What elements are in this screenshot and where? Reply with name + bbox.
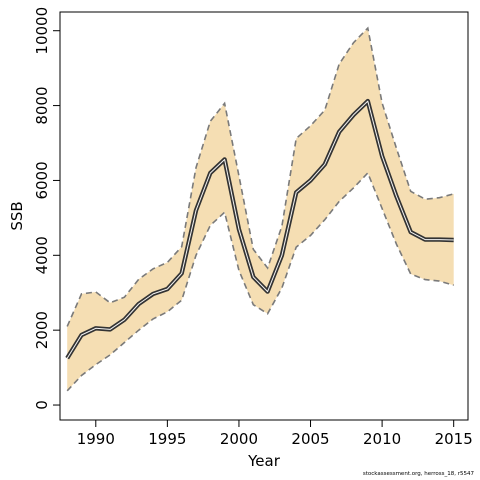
x-tick-label: 1990 (77, 430, 115, 448)
y-tick-label: 0 (33, 400, 51, 410)
lower-bound-line (66, 171, 454, 392)
x-axis-title: Year (247, 452, 281, 470)
y-axis: 0 2000 4000 6000 8000 10000 (33, 7, 60, 410)
plot-frame (59, 11, 469, 421)
y-tick-label: 4000 (33, 236, 51, 274)
estimate-line (66, 100, 454, 359)
confidence-band (67, 28, 454, 391)
x-tick-label: 2015 (435, 430, 473, 448)
y-tick-label: 10000 (33, 7, 51, 55)
x-axis: 1990 1995 2000 2005 2010 2015 (77, 420, 473, 448)
y-tick-label: 8000 (33, 86, 51, 124)
x-tick-label: 2005 (291, 430, 329, 448)
upper-bound-line (66, 26, 454, 327)
x-tick-label: 2000 (220, 430, 258, 448)
x-tick-label: 2010 (363, 430, 401, 448)
x-tick-label: 1995 (148, 430, 186, 448)
y-axis-title: SSB (8, 201, 26, 230)
y-tick-label: 6000 (33, 161, 51, 199)
source-caption: stockassessment.org, herross_18, r5547 (362, 471, 474, 477)
y-tick-label: 2000 (33, 311, 51, 349)
